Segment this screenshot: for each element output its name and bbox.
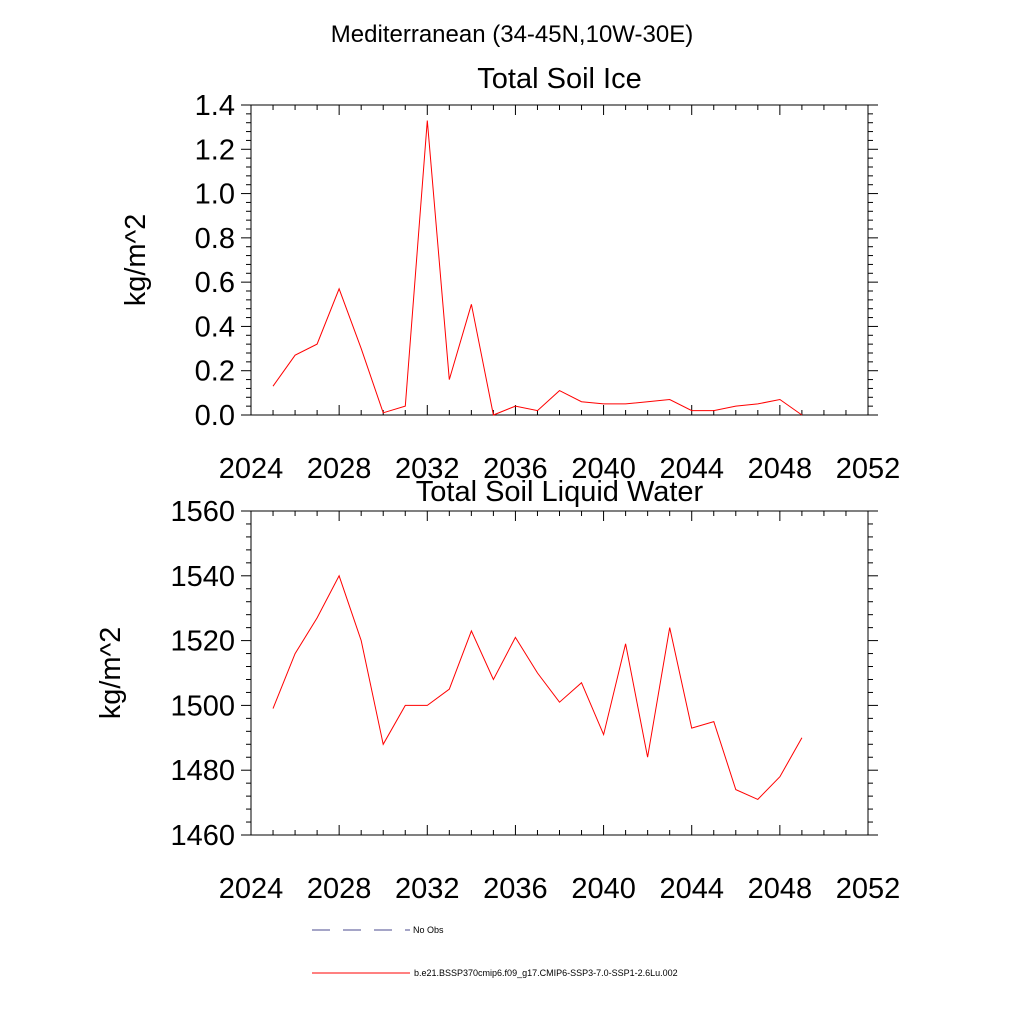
x-tick-label: 2048 [748,453,813,485]
y-tick-label: 1.0 [195,179,235,211]
series-line [272,120,803,416]
legend: No Obs b.e21.BSSP370cmip6.f09_g17.CMIP6-S… [312,925,678,978]
x-tick-label: 2044 [659,873,724,905]
x-tick-label: 2044 [659,453,724,485]
x-tick-label: 2028 [307,453,372,485]
x-tick-label: 2032 [395,453,460,485]
x-tick-label: 2036 [483,453,548,485]
y-tick-label: 0.2 [195,356,235,388]
legend-label: b.e21.BSSP370cmip6.f09_g17.CMIP6-SSP3-7.… [414,968,678,978]
x-tick-label: 2052 [836,453,901,485]
plot-frame [250,104,869,416]
x-tick-label: 2032 [395,873,460,905]
x-tick-label: 2052 [836,873,901,905]
y-tick-label: 1460 [170,820,235,852]
y-tick-label: 1480 [170,755,235,787]
y-tick-label: 1540 [170,561,235,593]
x-tick-label: 2048 [748,873,813,905]
y-tick-label: 0.6 [195,267,235,299]
y-tick-label: 1.4 [195,90,235,122]
x-tick-label: 2036 [483,873,548,905]
y-axis-label: kg/m^2 [95,627,127,720]
legend-label: No Obs [413,925,444,935]
y-tick-label: 1500 [170,690,235,722]
y-tick-label: 1560 [170,496,235,528]
figure-title: Mediterranean (34-45N,10W-30E) [331,21,693,48]
chart-title: Total Soil Liquid Water [416,476,704,508]
x-tick-label: 2040 [571,873,636,905]
series-line [272,574,803,800]
plot-frame [250,510,869,836]
x-tick-label: 2024 [219,453,284,485]
x-tick-label: 2040 [571,453,636,485]
y-tick-label: 1520 [170,626,235,658]
x-tick-label: 2024 [219,873,284,905]
y-tick-label: 0.0 [195,400,235,432]
chart-title: Total Soil Ice [477,63,641,95]
y-tick-label: 1.2 [195,134,235,166]
panel-total-soil-liquid-water: Total Soil Liquid Water kg/m^2 2024 2028 203… [95,476,900,905]
y-tick-label: 0.4 [195,311,235,343]
panel-total-soil-ice: Total Soil Ice kg/m^2 2024 2028 2032 2036 2040… [120,63,900,485]
y-axis-label: kg/m^2 [120,214,152,307]
x-tick-label: 2028 [307,873,372,905]
y-tick-label: 0.8 [195,223,235,255]
